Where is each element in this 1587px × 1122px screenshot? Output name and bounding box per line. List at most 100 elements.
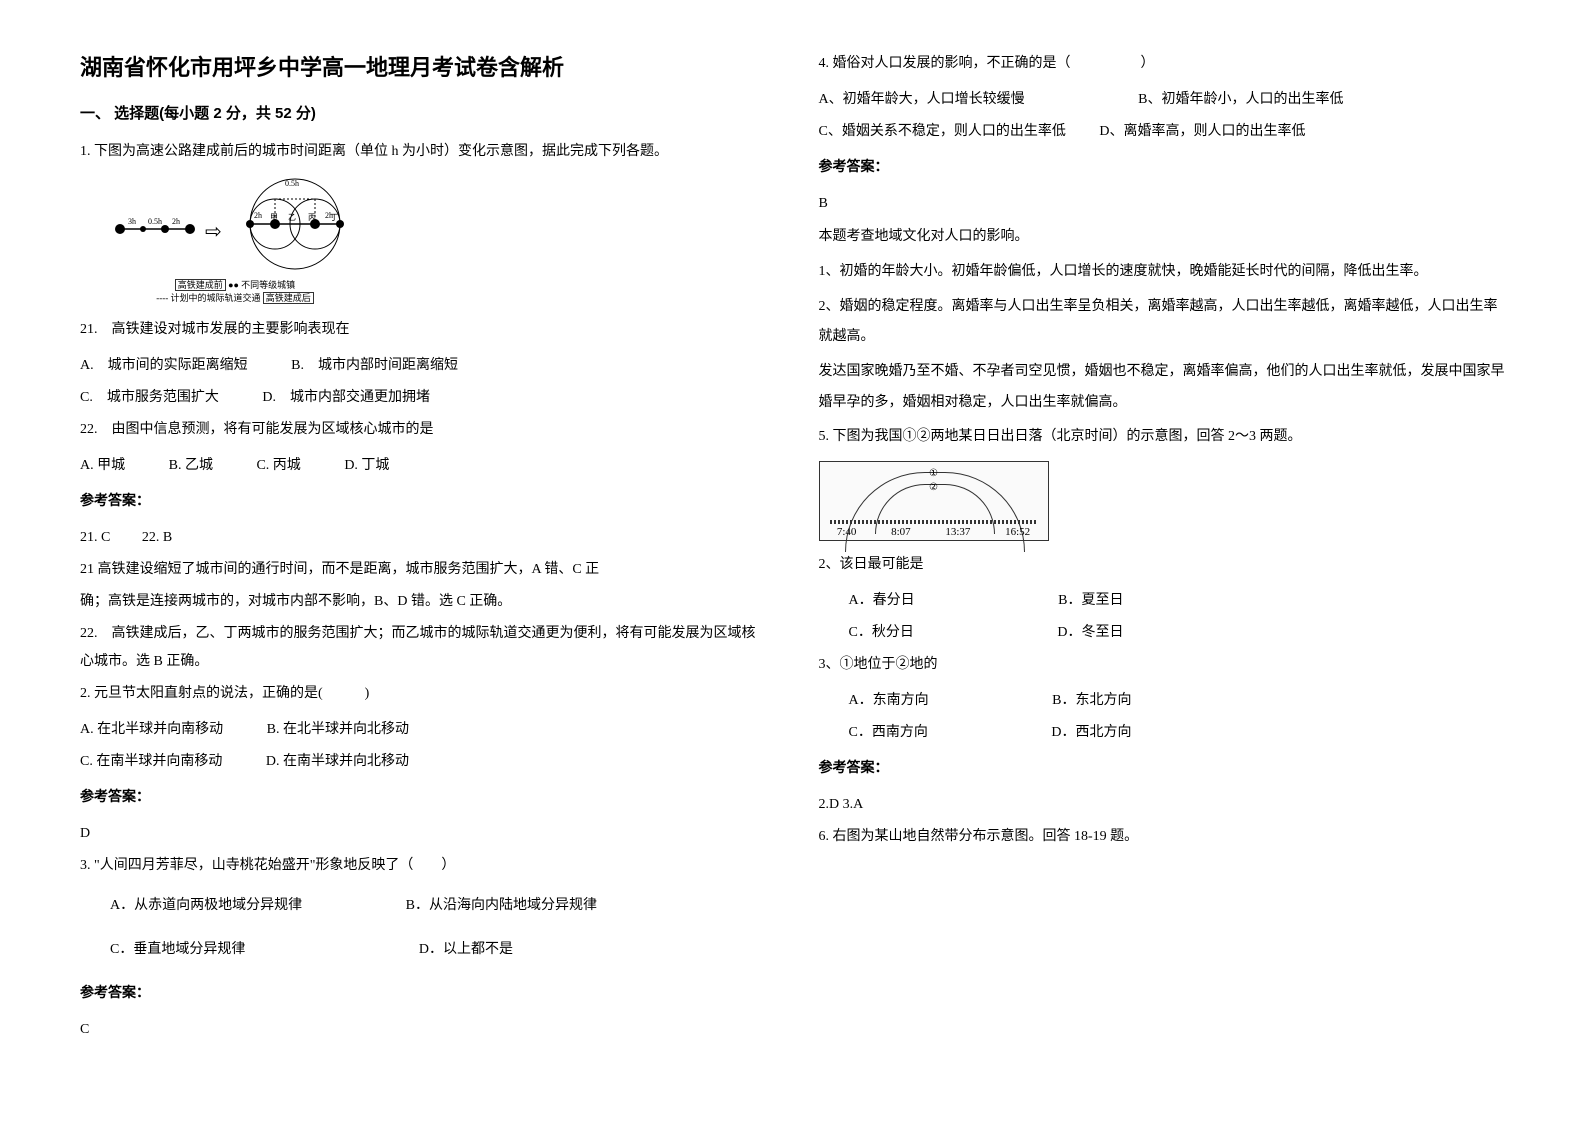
q1-sub22-options: A. 甲城 B. 乙城 C. 丙城 D. 丁城 [80,452,769,480]
q1-figure: 3h 0.5h 2h ⇨ [110,174,360,304]
sunset-label-2: ② [929,482,938,493]
q3-answer-header: 参考答案： [80,980,769,1008]
q1-sub21-options-row2: C. 城市服务范围扩大 D. 城市内部交通更加拥堵 [80,384,769,412]
q1-answer-line: 21. C 22. B [80,524,769,552]
sunset-box: ① ② 7:40 8:07 13:37 16:52 [819,461,1049,541]
svg-text:0.5h: 0.5h [285,179,299,188]
q4-answer-header: 参考答案： [819,154,1508,182]
q1-exp21: 21 高铁建设缩短了城市间的通行时间，而不是距离，城市服务范围扩大，A 错、C … [80,556,769,584]
right-column: 4. 婚俗对人口发展的影响，不正确的是（ ） A、初婚年龄大，人口增长较缓慢 B… [819,50,1508,1048]
legend-dots: ●● 不同等级城镇 [228,280,295,290]
svg-text:0.5h: 0.5h [148,217,162,226]
q3-a: A．从赤道向两极地域分异规律 [110,892,302,920]
q4-a: A、初婚年龄大，人口增长较缓慢 [819,86,1025,114]
q5-sub3-options-row1: A．东南方向 B．东北方向 [849,687,1508,715]
q2-b: B. 在北半球并向北移动 [267,716,409,744]
rail-before-diagram: 3h 0.5h 2h [110,194,200,264]
legend-before-label: 高铁建成前 [175,279,226,291]
q6-stem: 6. 右图为某山地自然带分布示意图。回答 18-19 题。 [819,823,1508,851]
q4-b: B、初婚年龄小，人口的出生率低 [1138,86,1343,114]
q5-figure: ① ② 7:40 8:07 13:37 16:52 [819,461,1508,541]
sunset-t3: 13:37 [945,526,970,538]
q5-answer-header: 参考答案： [819,755,1508,783]
legend-line: ---- 计划中的城际轨道交通 [156,293,260,303]
q2-answer-header: 参考答案： [80,784,769,812]
rail-arrow-icon: ⇨ [205,219,222,244]
q5-sub3-options-row2: C．西南方向 D．西北方向 [849,719,1508,747]
page-container: 湖南省怀化市用坪乡中学高一地理月考试卷含解析 一、 选择题(每小题 2 分，共 … [80,50,1507,1048]
q5-sub2-options-row2: C．秋分日 D．冬至日 [849,619,1508,647]
legend-after-label: 高铁建成后 [263,292,314,304]
rail-after-diagram: 甲 乙 丙 丁 0.5h 2h 2h [230,174,360,274]
q5-sub3-a: A．东南方向 [849,687,929,715]
q5-sub3: 3、①地位于②地的 [819,651,1508,679]
svg-text:2h: 2h [254,211,262,220]
q4-stem: 4. 婚俗对人口发展的影响，不正确的是（ ） [819,50,1508,78]
q5-sub2-d: D．冬至日 [1057,619,1123,647]
q1-sub22-d: D. 丁城 [344,452,389,480]
svg-text:乙: 乙 [288,213,296,222]
q2-d: D. 在南半球并向北移动 [266,748,409,776]
q1-stem: 1. 下图为高速公路建成前后的城市时间距离（单位 h 为小时）变化示意图，据此完… [80,138,769,166]
sunset-t1: 7:40 [837,526,857,538]
svg-text:3h: 3h [128,217,136,226]
q1-sub21-b: B. 城市内部时间距离缩短 [291,352,458,380]
svg-text:丙: 丙 [308,213,316,222]
q3-d: D．以上都不是 [419,936,513,964]
q1-sub21-options-row1: A. 城市间的实际距离缩短 B. 城市内部时间距离缩短 [80,352,769,380]
q1-answer-header: 参考答案： [80,488,769,516]
svg-text:2h: 2h [172,217,180,226]
q3-stem: 3. "人间四月芳菲尽，山寺桃花始盛开"形象地反映了（ ） [80,852,769,880]
q4-c: C、婚姻关系不稳定，则人口的出生率低 [819,118,1066,146]
q5-sub2-b: B．夏至日 [1058,587,1123,615]
q3-c: C．垂直地域分异规律 [110,936,245,964]
q5-answer: 2.D 3.A [819,791,1508,819]
q2-a: A. 在北半球并向南移动 [80,716,223,744]
q1-sub21-c: C. 城市服务范围扩大 [80,384,219,412]
svg-text:甲: 甲 [270,213,278,222]
q2-options-row2: C. 在南半球并向南移动 D. 在南半球并向北移动 [80,748,769,776]
section-header: 一、 选择题(每小题 2 分，共 52 分) [80,102,769,123]
q5-sub3-b: B．东北方向 [1052,687,1131,715]
q1-sub21-a: A. 城市间的实际距离缩短 [80,352,248,380]
q5-stem: 5. 下图为我国①②两地某日日出日落（北京时间）的示意图，回答 2～3 两题。 [819,423,1508,451]
q3-b: B．从沿海向内陆地域分异规律 [406,892,597,920]
q3-answer: C [80,1016,769,1044]
q2-answer: D [80,820,769,848]
q5-sub2-options-row1: A．春分日 B．夏至日 [849,587,1508,615]
q4-options-row2: C、婚姻关系不稳定，则人口的出生率低 D、离婚率高，则人口的出生率低 [819,118,1508,146]
q2-options-row1: A. 在北半球并向南移动 B. 在北半球并向北移动 [80,716,769,744]
q4-answer: B [819,190,1508,218]
q5-sub3-c: C．西南方向 [849,719,928,747]
svg-text:2h: 2h [325,211,333,220]
q1-exp21b: 确；高铁是连接两城市的，对城市内部不影响，B、D 错。选 C 正确。 [80,588,769,616]
q4-exp1: 本题考查地域文化对人口的影响。 [819,222,1508,253]
q1-sub22-c: C. 丙城 [256,452,300,480]
sunset-baseline [830,520,1038,524]
q1-sub22: 22. 由图中信息预测，将有可能发展为区域核心城市的是 [80,416,769,444]
sunset-time-labels: 7:40 8:07 13:37 16:52 [820,526,1048,538]
q5-sub2-a: A．春分日 [849,587,915,615]
q4-options-row1: A、初婚年龄大，人口增长较缓慢 B、初婚年龄小，人口的出生率低 [819,86,1508,114]
q3-options-row2: C．垂直地域分异规律 D．以上都不是 [110,936,769,964]
q2-c: C. 在南半球并向南移动 [80,748,222,776]
q5-sub3-d: D．西北方向 [1051,719,1131,747]
left-column: 湖南省怀化市用坪乡中学高一地理月考试卷含解析 一、 选择题(每小题 2 分，共 … [80,50,769,1048]
q1-sub22-b: B. 乙城 [169,452,213,480]
q3-options-row1: A．从赤道向两极地域分异规律 B．从沿海向内陆地域分异规律 [110,892,769,920]
sunset-t4: 16:52 [1005,526,1030,538]
q1-sub21-d: D. 城市内部交通更加拥堵 [262,384,430,412]
q4-d: D、离婚率高，则人口的出生率低 [1099,118,1305,146]
q1-sub22-a: A. 甲城 [80,452,125,480]
q5-sub2: 2、该日最可能是 [819,551,1508,579]
sunset-label-1: ① [929,468,938,479]
rail-legend: 高铁建成前 ●● 不同等级城镇 ---- 计划中的城际轨道交通 高铁建成后 [110,278,360,304]
q2-stem: 2. 元旦节太阳直射点的说法，正确的是( ) [80,680,769,708]
sunset-t2: 8:07 [891,526,911,538]
q4-exp4: 发达国家晚婚乃至不婚、不孕者司空见惯，婚姻也不稳定，离婚率偏高，他们的人口出生率… [819,357,1508,419]
exam-title: 湖南省怀化市用坪乡中学高一地理月考试卷含解析 [80,50,769,82]
q4-exp3: 2、婚姻的稳定程度。离婚率与人口出生率呈负相关，离婚率越高，人口出生率越低，离婚… [819,292,1508,354]
q1-sub21: 21. 高铁建设对城市发展的主要影响表现在 [80,316,769,344]
q5-sub2-c: C．秋分日 [849,619,914,647]
q1-exp22: 22. 高铁建成后，乙、丁两城市的服务范围扩大；而乙城市的城际轨道交通更为便利，… [80,620,769,676]
